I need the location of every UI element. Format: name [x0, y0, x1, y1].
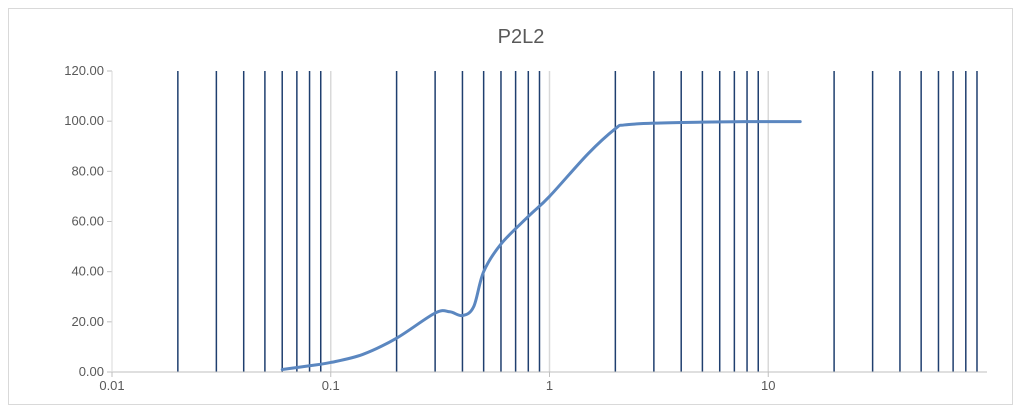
axis-layer: 0.00 20.00 40.00 60.00 80.00 100.00 120.00 0.01… — [64, 63, 987, 393]
series-layer — [280, 120, 802, 371]
y-tick-label: 80.00 — [71, 163, 104, 178]
chart-container: 0.00 20.00 40.00 60.00 80.00 100.00 120.00 0.01… — [8, 8, 1013, 405]
y-tick-label: 120.00 — [64, 63, 104, 78]
x-tick-label: 10 — [761, 378, 775, 393]
series-line — [280, 120, 802, 371]
x-tick-label: 0.01 — [99, 378, 124, 393]
x-tick-label: 1 — [546, 378, 553, 393]
y-tick-label: 100.00 — [64, 113, 104, 128]
y-tick-label: 20.00 — [71, 314, 104, 329]
grid-layer — [177, 71, 978, 372]
y-tick-label: 0.00 — [79, 364, 104, 379]
y-tick-label: 40.00 — [71, 264, 104, 279]
chart-title: P2L2 — [498, 26, 545, 48]
y-tick-label: 60.00 — [71, 214, 104, 229]
chart-svg: 0.00 20.00 40.00 60.00 80.00 100.00 120.00 0.01… — [64, 26, 987, 393]
x-tick-label: 0.1 — [322, 378, 340, 393]
